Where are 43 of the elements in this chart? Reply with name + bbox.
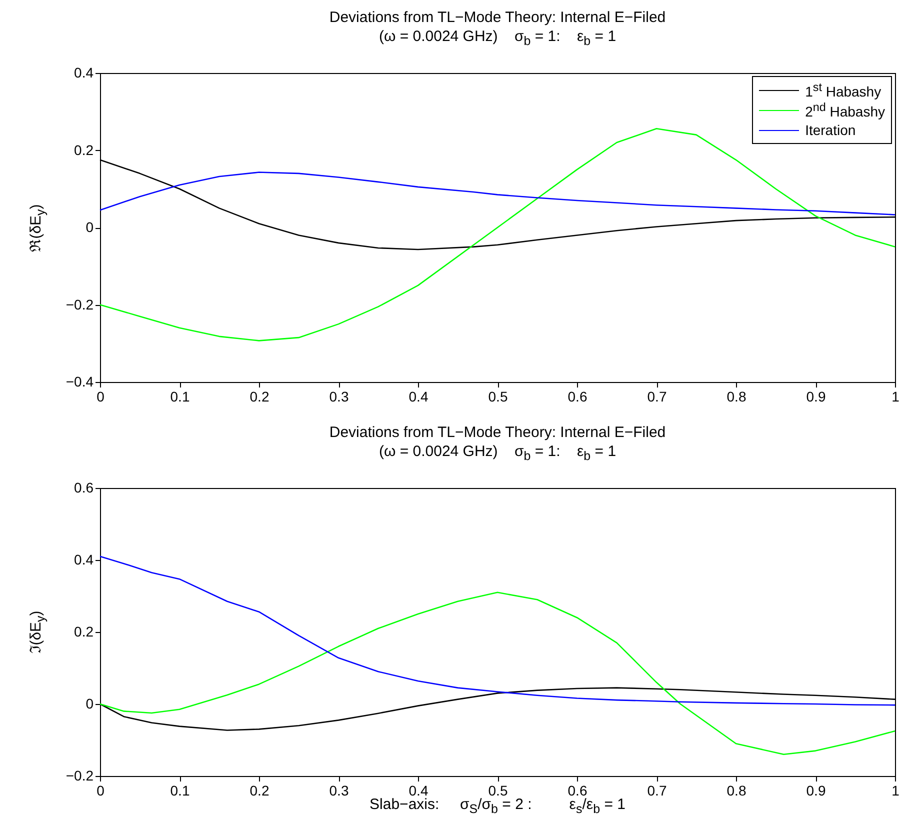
- x-tick-label: 0.3: [329, 388, 349, 404]
- x-tick-label: 0.7: [647, 782, 667, 798]
- x-tick-label: 0.6: [568, 782, 588, 798]
- y-tick-label: 0.4: [74, 64, 94, 80]
- x-tick-label: 0: [96, 388, 105, 404]
- x-tick-label: 0.6: [568, 388, 588, 404]
- y-tick-label: −0.2: [66, 768, 94, 784]
- x-tick-label: 0.8: [726, 388, 746, 404]
- x-tick-label: 0.2: [250, 782, 270, 798]
- x-tick-label: 1: [892, 782, 900, 798]
- legend-label: Iteration: [805, 122, 856, 138]
- chart-subtitle: (ω = 0.0024 GHz) σ$_{b}$ = 1: ε$_{b}$ = 1: [378, 443, 618, 465]
- line-series: [99, 592, 896, 756]
- y-tick-label: −0.4: [66, 374, 94, 390]
- y-tick-label: −0.2: [66, 296, 94, 312]
- line-series: [99, 172, 896, 216]
- x-tick-label: 0.7: [647, 388, 667, 404]
- y-tick-label: 0: [86, 696, 94, 712]
- x-tick-label: 0.3: [329, 782, 349, 798]
- x-tick-label: 0: [96, 782, 105, 798]
- x-tick-label: 0.5: [488, 388, 508, 404]
- x-tick-label: 0.4: [408, 782, 428, 798]
- x-tick-label: 0.8: [726, 782, 746, 798]
- x-tick-label: 0.9: [806, 782, 826, 798]
- legend-label: 1$^{st}$ Habashy: [805, 80, 882, 100]
- y-tick-label: 0.6: [74, 480, 94, 496]
- x-tick-label: 0.9: [806, 388, 826, 404]
- text: Slab−axis: σ$_{S}$/σ$_{b}$ = 2 : ε$_{s}$/ε$_{b}$ = 1: [370, 796, 626, 816]
- legend-label: 2$^{nd}$ Habashy: [805, 100, 885, 120]
- line-series: [99, 556, 896, 706]
- x-tick-label: 0.1: [170, 388, 190, 404]
- x-tick-label: 1: [892, 388, 900, 404]
- x-tick-label: 0.4: [408, 388, 428, 404]
- y-tick-label: 0: [86, 219, 94, 235]
- y-tick-label: 0.2: [74, 142, 94, 158]
- x-tick-label: 0.5: [488, 782, 508, 798]
- y-tick-label: 0.2: [74, 624, 94, 640]
- x-tick-label: 0.2: [250, 388, 270, 404]
- chart-subtitle: (ω = 0.0024 GHz) σ$_{b}$ = 1: ε$_{b}$ = 1: [378, 28, 618, 50]
- y-tick-label: 0.4: [74, 552, 94, 568]
- x-tick-label: 0.1: [170, 782, 190, 798]
- chart-title: Deviations from TL−Mode Theory: Internal E−Filed: [328, 9, 667, 27]
- chart-title: Deviations from TL−Mode Theory: Internal E−Filed: [328, 424, 667, 442]
